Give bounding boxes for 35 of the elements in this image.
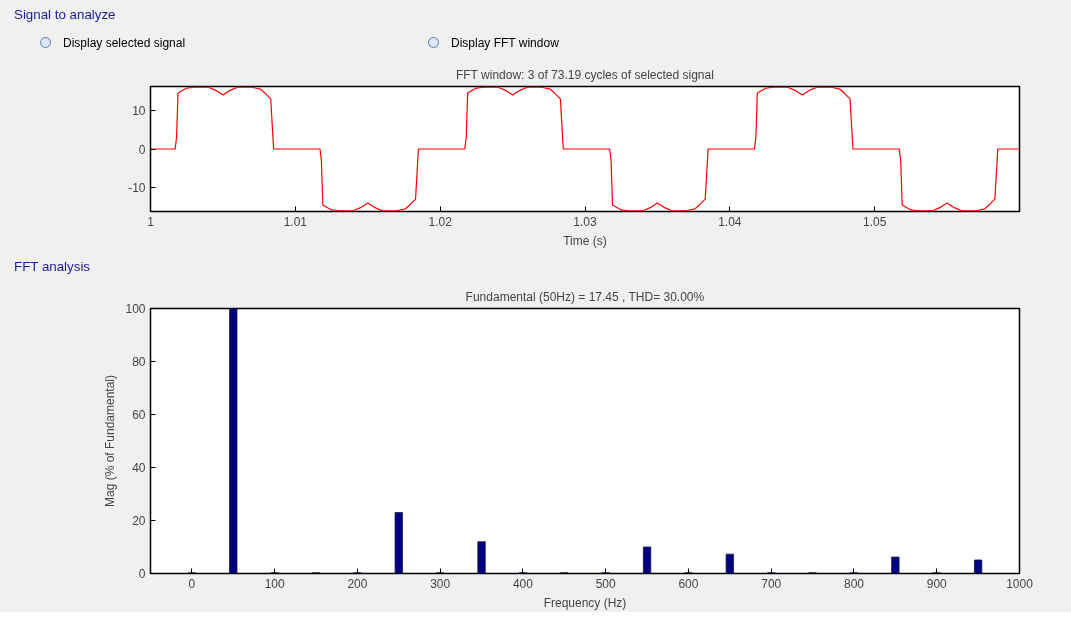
x-tick-label: 1.02 bbox=[428, 214, 453, 229]
x-tick-label: 700 bbox=[761, 576, 782, 591]
y-tick-label: 10 bbox=[132, 103, 146, 118]
x-tick-label: 1.03 bbox=[573, 214, 597, 229]
x-tick-label: 800 bbox=[843, 576, 865, 591]
x-tick-label: 1000 bbox=[1006, 576, 1034, 591]
y-tick-label: -10 bbox=[128, 181, 146, 196]
x-tick-label: 0 bbox=[188, 576, 196, 591]
x-tick-label: 1.05 bbox=[862, 214, 887, 229]
text: Signal to analyze bbox=[14, 6, 116, 24]
text: Display selected signal bbox=[63, 35, 186, 52]
y-tick-label: 60 bbox=[132, 408, 146, 422]
y-tick-label: 40 bbox=[132, 461, 146, 475]
text: FFT analysis bbox=[14, 258, 91, 276]
x-tick-label: 1.01 bbox=[283, 214, 308, 229]
chart-title: Fundamental (50Hz) = 17.45 , THD= 30.00% bbox=[465, 289, 705, 304]
y-tick-label: 100 bbox=[125, 302, 146, 316]
x-tick-label: 400 bbox=[512, 576, 534, 591]
y-tick-label: 80 bbox=[132, 355, 146, 369]
x-tick-label: 1 bbox=[147, 214, 155, 229]
y-tick-label: 0 bbox=[138, 142, 146, 157]
x-tick-label: 100 bbox=[264, 576, 285, 591]
x-tick-label: 900 bbox=[926, 576, 948, 591]
x-tick-label: 600 bbox=[678, 576, 699, 591]
y-axis-title: Mag (% of Fundamental) bbox=[103, 374, 118, 508]
chart-title: FFT window: 3 of 73.19 cycles of selected signal bbox=[455, 67, 714, 82]
x-tick-label: 500 bbox=[595, 576, 617, 591]
x-tick-label: 300 bbox=[430, 576, 451, 591]
x-axis-title: Time (s) bbox=[563, 233, 607, 248]
x-axis-title: Frequency (Hz) bbox=[543, 595, 627, 610]
x-tick-label: 200 bbox=[347, 576, 368, 591]
text: Display FFT window bbox=[451, 35, 559, 52]
x-tick-label: 1.04 bbox=[718, 214, 742, 229]
y-tick-label: 20 bbox=[132, 514, 146, 528]
y-tick-label: 0 bbox=[138, 567, 146, 581]
